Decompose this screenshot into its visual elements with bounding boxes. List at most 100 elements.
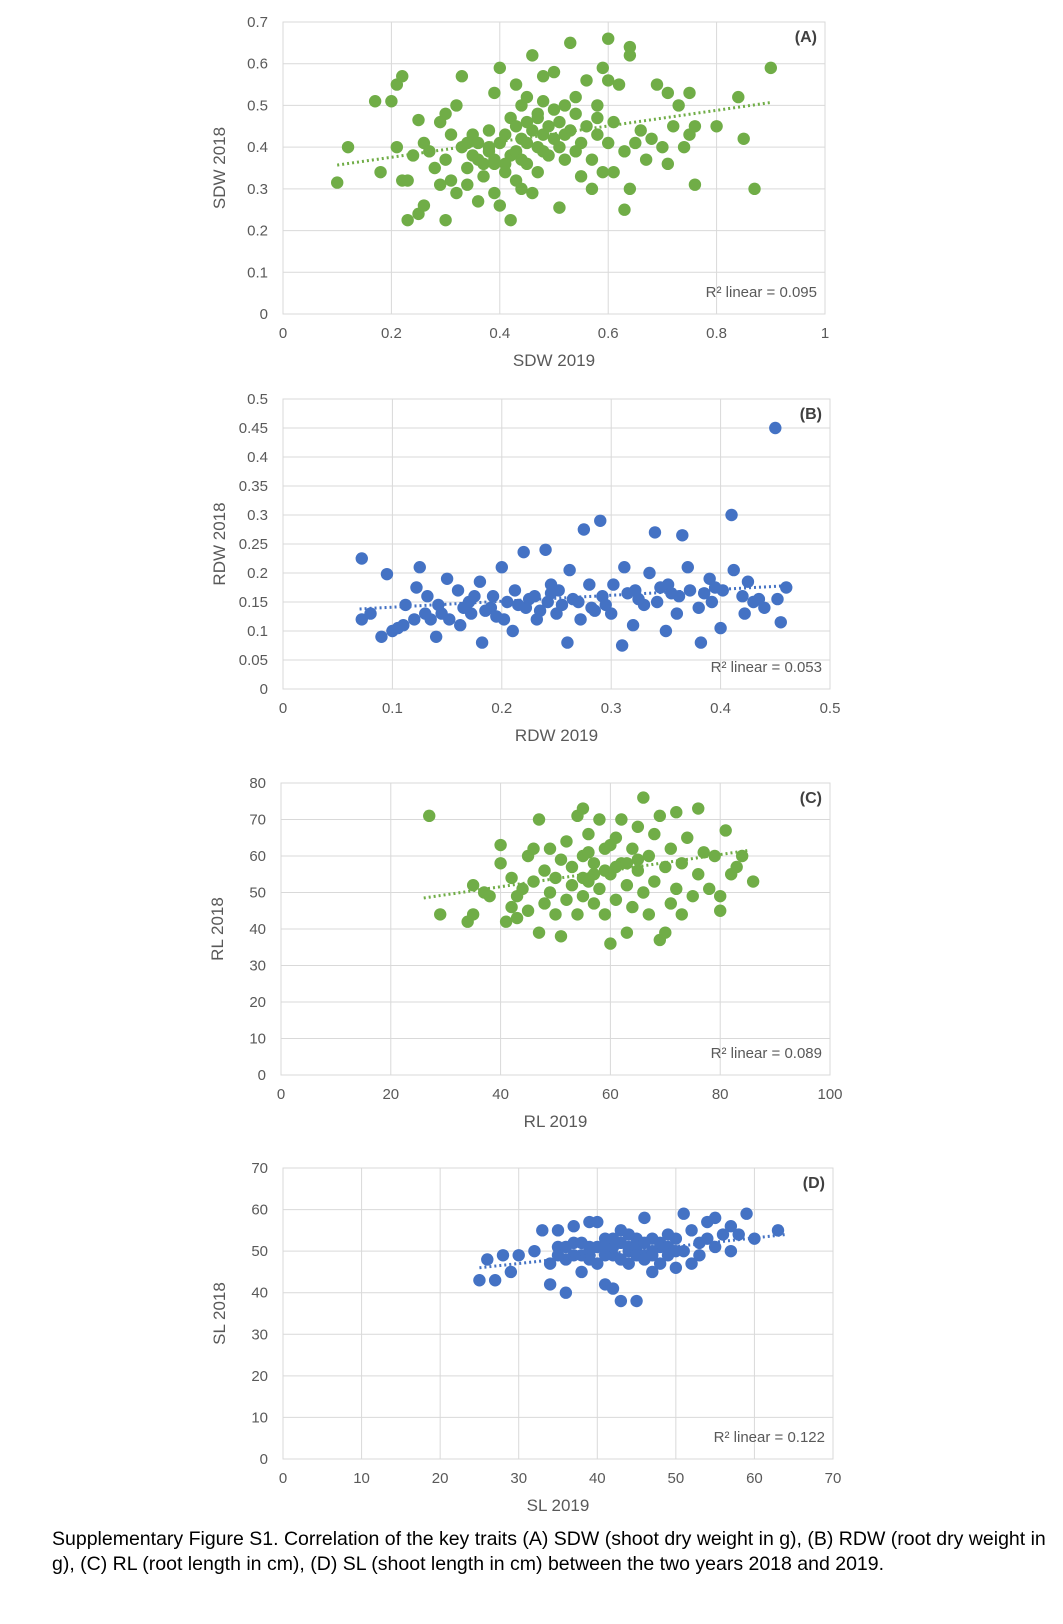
panel-label: (C) bbox=[800, 790, 822, 807]
data-point bbox=[547, 103, 561, 116]
data-point bbox=[675, 908, 688, 921]
data-point bbox=[429, 630, 443, 643]
data-point bbox=[650, 595, 664, 609]
data-point bbox=[614, 1253, 628, 1266]
data-point bbox=[461, 161, 474, 175]
data-point bbox=[471, 153, 485, 166]
data-point bbox=[701, 1232, 714, 1245]
data-point bbox=[714, 621, 727, 635]
y-tick-label: 0.5 bbox=[247, 97, 268, 114]
data-point bbox=[408, 613, 421, 626]
data-point bbox=[451, 584, 465, 597]
data-point bbox=[629, 136, 642, 150]
data-point bbox=[630, 1294, 643, 1308]
x-tick-label: 60 bbox=[746, 1470, 763, 1487]
data-point bbox=[746, 875, 760, 888]
data-point bbox=[560, 893, 573, 906]
data-point bbox=[505, 871, 518, 885]
data-point bbox=[516, 882, 529, 896]
data-point bbox=[531, 165, 544, 179]
data-point bbox=[725, 508, 738, 522]
data-point bbox=[576, 889, 590, 903]
data-point bbox=[553, 201, 566, 214]
data-point bbox=[536, 1224, 549, 1237]
data-point bbox=[506, 624, 519, 638]
y-tick-label: 0.2 bbox=[247, 565, 268, 582]
data-point bbox=[642, 908, 656, 921]
data-point bbox=[512, 598, 525, 612]
x-tick-label: 0.6 bbox=[598, 325, 619, 342]
data-point bbox=[643, 566, 656, 580]
x-tick-label: 10 bbox=[353, 1470, 370, 1487]
data-point bbox=[599, 598, 612, 612]
data-point bbox=[676, 529, 689, 542]
data-point bbox=[596, 165, 609, 179]
data-point bbox=[494, 838, 507, 852]
data-point bbox=[517, 545, 530, 559]
data-point bbox=[686, 889, 699, 903]
y-tick-label: 50 bbox=[249, 885, 266, 902]
data-point bbox=[737, 132, 750, 145]
data-point bbox=[606, 1282, 620, 1295]
data-point bbox=[736, 590, 749, 603]
y-axis-title: SL 2018 bbox=[210, 1282, 229, 1345]
data-point bbox=[708, 1240, 722, 1254]
r2-label: R² linear = 0.053 bbox=[711, 659, 822, 676]
data-point bbox=[559, 1240, 573, 1254]
data-point bbox=[549, 871, 562, 885]
data-point bbox=[654, 581, 667, 594]
data-point bbox=[622, 1228, 635, 1241]
data-point bbox=[488, 1274, 502, 1287]
data-point bbox=[553, 140, 566, 154]
y-tick-label: 60 bbox=[249, 848, 266, 865]
data-point bbox=[752, 592, 766, 606]
x-tick-label: 20 bbox=[432, 1470, 449, 1487]
data-point bbox=[688, 178, 702, 191]
data-point bbox=[428, 161, 441, 175]
data-point bbox=[621, 587, 634, 600]
data-point bbox=[764, 61, 777, 75]
data-point bbox=[473, 1274, 486, 1287]
y-tick-label: 0.1 bbox=[247, 264, 268, 281]
data-point bbox=[705, 595, 719, 609]
x-tick-label: 0 bbox=[279, 700, 287, 717]
data-point bbox=[450, 186, 463, 200]
data-point bbox=[493, 61, 506, 75]
data-point bbox=[708, 581, 722, 594]
data-point bbox=[591, 99, 604, 112]
data-point bbox=[620, 926, 634, 939]
data-point bbox=[488, 86, 501, 100]
data-point bbox=[661, 86, 675, 100]
y-tick-label: 0.5 bbox=[247, 391, 268, 408]
data-point bbox=[583, 1253, 596, 1266]
data-point bbox=[477, 170, 490, 183]
data-point bbox=[708, 849, 721, 863]
data-point bbox=[439, 153, 452, 166]
data-point bbox=[488, 157, 501, 171]
data-point bbox=[499, 165, 512, 179]
y-tick-label: 0.4 bbox=[247, 449, 268, 466]
data-point bbox=[551, 1224, 565, 1237]
data-point bbox=[483, 889, 496, 903]
data-point bbox=[732, 90, 745, 104]
data-point bbox=[598, 1240, 612, 1254]
x-tick-label: 30 bbox=[510, 1470, 527, 1487]
data-point bbox=[555, 598, 569, 612]
data-point bbox=[515, 153, 528, 166]
data-point bbox=[421, 590, 434, 603]
y-tick-label: 80 bbox=[249, 775, 266, 792]
r2-label: R² linear = 0.095 bbox=[706, 284, 817, 301]
data-point bbox=[609, 860, 623, 874]
data-point bbox=[582, 846, 595, 859]
data-point bbox=[501, 595, 514, 609]
data-point bbox=[457, 601, 470, 614]
data-point bbox=[551, 1249, 565, 1262]
data-point bbox=[417, 199, 431, 212]
data-point bbox=[670, 882, 683, 896]
data-point bbox=[724, 1220, 738, 1233]
x-tick-label: 0.2 bbox=[381, 325, 402, 342]
data-point bbox=[598, 908, 612, 921]
data-point bbox=[532, 926, 546, 939]
data-point bbox=[719, 824, 732, 837]
data-point bbox=[433, 178, 447, 191]
